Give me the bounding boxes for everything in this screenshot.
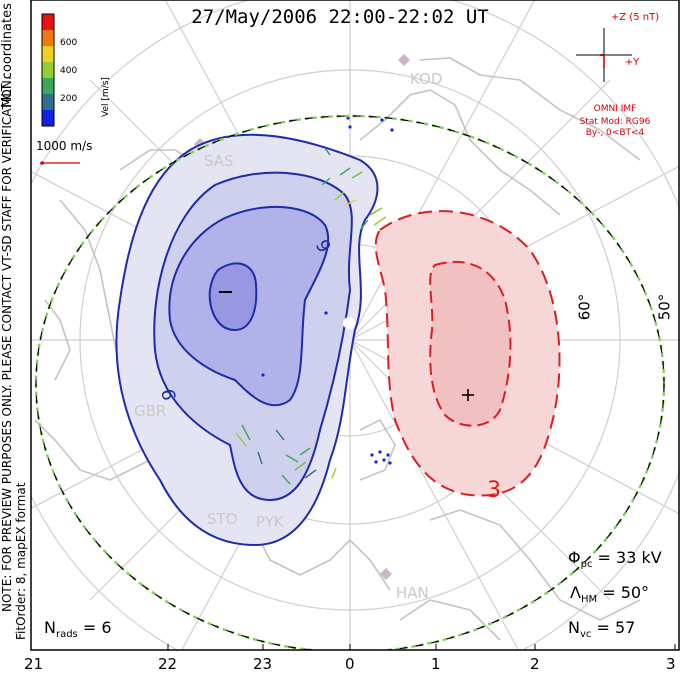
contour-label-pos: 3: [487, 478, 501, 503]
velocity-vectors: [235, 147, 387, 485]
vector-scale-arrow: [40, 161, 80, 165]
stat-pcp-symbol: Φ: [568, 548, 581, 567]
stat-nvc-sub: vc: [579, 629, 592, 641]
stat-hm-sub: HM: [580, 594, 598, 606]
stat-nvc-value: = 57: [596, 618, 636, 637]
imf-condition: By-, 0<BT<4: [585, 128, 645, 138]
lat-label-50: 50°: [655, 293, 674, 321]
station-kod: KOD: [410, 70, 443, 88]
mlt-label-22: 22: [158, 655, 178, 673]
stat-num-vectors: Nvc = 57: [568, 618, 635, 640]
mlt-label-21: 21: [24, 655, 44, 673]
positive-cell: [374, 210, 561, 497]
station-han: HAN: [396, 584, 429, 602]
station-pyk: PYK: [256, 513, 284, 531]
positive-contour-inner: [429, 260, 512, 427]
stat-nvc-symbol: N: [568, 618, 580, 637]
station-gbr: GBR: [134, 402, 167, 420]
stat-hm-value: = 50°: [602, 583, 650, 602]
stat-cross-polar-potential: Φpc = 33 kV: [568, 548, 662, 570]
velocity-dots: [261, 116, 394, 465]
lat-label-60: 60°: [575, 293, 594, 321]
mlt-label-23: 23: [253, 655, 273, 673]
stat-hm-boundary: ΛHM = 50°: [570, 583, 649, 605]
stat-nrads-symbol: N: [44, 618, 56, 637]
imf-source: OMNI IMF: [593, 104, 637, 114]
positive-maximum-marker: [462, 389, 474, 401]
preview-note: NOTE: FOR PREVIEW PURPOSES ONLY. PLEASE …: [0, 76, 14, 612]
pole-gap: [343, 317, 355, 329]
colorbar: [41, 13, 55, 127]
mlt-label-1: 1: [431, 655, 441, 673]
mlt-ticks: [30, 644, 676, 650]
colorbar-tick-600: 600: [60, 38, 78, 48]
imf-clock-dial: [576, 28, 632, 82]
stat-nrads-sub: rads: [55, 629, 78, 641]
colorbar-tick-200: 200: [60, 94, 78, 104]
station-sto: STO: [207, 510, 238, 528]
mlt-label-0: 0: [345, 655, 355, 673]
mlt-label-3: 3: [666, 655, 676, 673]
mlt-label-2: 2: [530, 655, 540, 673]
station-sas: SAS: [204, 152, 234, 170]
colorbar-tick-400: 400: [60, 66, 78, 76]
negative-cell: [115, 133, 379, 547]
stat-pcp-sub: pc: [580, 559, 593, 571]
plot-frame: [30, 0, 680, 651]
plot-title: 27/May/2006 22:00-22:02 UT: [191, 6, 489, 28]
imf-z-label: +Z (5 nT): [610, 12, 660, 23]
stat-nrads-value: = 6: [82, 618, 112, 637]
fit-info: FitOrder: 8, mapEX format: [14, 482, 28, 640]
imf-y-label: +Y: [624, 57, 640, 68]
vector-scale-label: 1000 m/s: [36, 139, 93, 153]
stat-num-radars: Nrads = 6: [44, 618, 112, 640]
negative-contour-4: [208, 262, 258, 332]
stat-pcp-value: = 33 kV: [597, 548, 662, 567]
stat-hm-symbol: Λ: [570, 583, 581, 602]
colorbar-title: Vel [m/s]: [100, 77, 111, 117]
imf-model: Stat Mod: RG96: [579, 117, 651, 127]
